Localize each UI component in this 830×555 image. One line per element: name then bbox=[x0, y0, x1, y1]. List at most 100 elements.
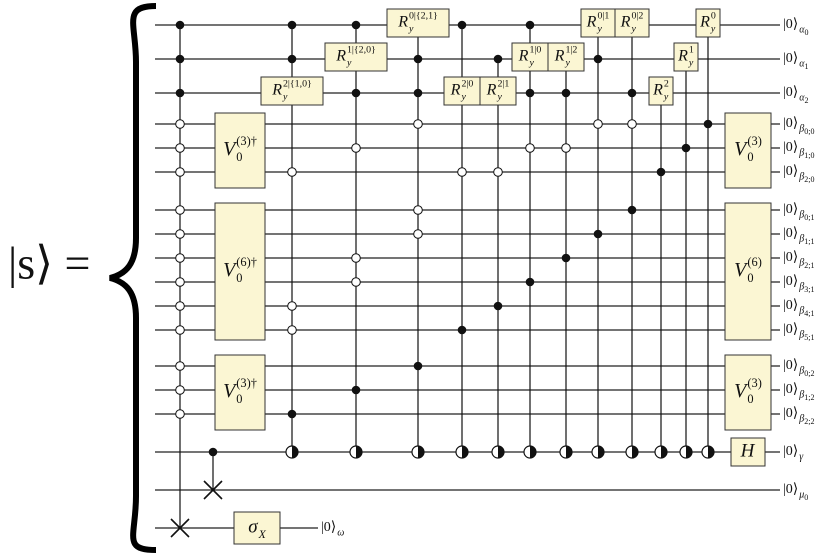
half-control-fill bbox=[356, 446, 362, 458]
gate-label: V bbox=[734, 138, 749, 160]
ket-index: 2;2 bbox=[804, 417, 814, 426]
gate-label: R bbox=[450, 82, 461, 99]
ket-index: 1;0 bbox=[804, 151, 814, 160]
gate-subscript: y bbox=[346, 57, 352, 68]
ket-subscript: ω bbox=[337, 527, 344, 538]
control-dot bbox=[175, 20, 185, 30]
gate-subscript: 0 bbox=[747, 150, 753, 164]
gate-box bbox=[443, 76, 481, 106]
open-control bbox=[175, 253, 185, 263]
gate-label: R bbox=[335, 48, 346, 65]
gate-box bbox=[580, 8, 616, 38]
ket-label: |0⟩ bbox=[783, 444, 798, 459]
control-dot bbox=[627, 205, 637, 215]
ket-index: 0;0 bbox=[804, 127, 814, 136]
ket-index: 5;1 bbox=[804, 333, 814, 342]
open-control bbox=[175, 409, 185, 419]
ket-subscript: α bbox=[799, 92, 805, 103]
gate-subscript: y bbox=[688, 57, 694, 68]
gate-box bbox=[695, 8, 721, 38]
control-dot bbox=[457, 20, 467, 30]
gate-box bbox=[724, 112, 772, 189]
gate-box bbox=[730, 437, 766, 467]
gate-subscript: y bbox=[408, 23, 414, 34]
gate-superscript: (3) bbox=[747, 134, 761, 148]
open-control bbox=[287, 167, 297, 177]
open-control bbox=[287, 301, 297, 311]
control-dot bbox=[287, 54, 297, 64]
ket-subscript: β bbox=[798, 413, 804, 424]
gate-box bbox=[233, 511, 281, 545]
open-control bbox=[627, 119, 637, 129]
gate-subscript: y bbox=[564, 57, 570, 68]
open-control bbox=[175, 277, 185, 287]
gate-label: V bbox=[223, 259, 238, 281]
control-dot bbox=[561, 88, 571, 98]
gate-label: V bbox=[734, 380, 749, 402]
gate-label: R bbox=[699, 14, 710, 31]
gate-subscript: y bbox=[528, 57, 534, 68]
gate-label: R bbox=[586, 14, 597, 31]
ket-subscript: β bbox=[798, 365, 804, 376]
control-dot bbox=[413, 88, 423, 98]
ket-label: |0⟩ bbox=[783, 250, 798, 265]
control-dot bbox=[457, 325, 467, 335]
ket-label: |0⟩ bbox=[783, 85, 798, 100]
ket-label: |0⟩ bbox=[783, 358, 798, 373]
ket-label: |0⟩ bbox=[783, 226, 798, 241]
control-dot bbox=[287, 409, 297, 419]
gate-box bbox=[547, 42, 585, 72]
ket-index: 0 bbox=[805, 28, 809, 37]
control-dot bbox=[561, 253, 571, 263]
gate-superscript: 2|{1,0} bbox=[283, 79, 312, 90]
control-dot bbox=[351, 20, 361, 30]
gate-label: H bbox=[740, 440, 756, 461]
gate-label: R bbox=[397, 14, 408, 31]
gate-box bbox=[214, 354, 266, 431]
gate-box bbox=[479, 76, 517, 106]
half-control-fill bbox=[498, 446, 504, 458]
half-control-fill bbox=[598, 446, 604, 458]
gate-subscript: 0 bbox=[236, 150, 242, 164]
ket-index: 2;0 bbox=[804, 175, 814, 184]
open-control bbox=[493, 167, 503, 177]
control-dot bbox=[593, 54, 603, 64]
gate-label: R bbox=[652, 82, 663, 99]
ket-index: 1;2 bbox=[804, 393, 814, 402]
ket-subscript: β bbox=[798, 305, 804, 316]
gate-superscript: (3)† bbox=[236, 134, 257, 148]
gate-box bbox=[614, 8, 650, 38]
gate-superscript: 2|0 bbox=[461, 79, 473, 90]
ket-label: |0⟩ bbox=[783, 406, 798, 421]
ket-label: |0⟩ bbox=[783, 116, 798, 131]
half-control-fill bbox=[462, 446, 468, 458]
ket-index: 1;1 bbox=[804, 237, 814, 246]
gate-subscript: y bbox=[460, 91, 466, 102]
gate-subscript: y bbox=[630, 23, 636, 34]
ket-subscript: β bbox=[798, 281, 804, 292]
gate-superscript: 1|2 bbox=[565, 45, 577, 56]
gate-box bbox=[648, 76, 674, 106]
swap-cross bbox=[203, 480, 223, 500]
gate-superscript: 0|1 bbox=[597, 11, 609, 22]
half-control-fill bbox=[530, 446, 536, 458]
gate-label: R bbox=[677, 48, 688, 65]
gate-superscript: 2 bbox=[664, 79, 669, 90]
gate-superscript: 1|0 bbox=[529, 45, 541, 56]
ket-index: 3;1 bbox=[804, 285, 814, 294]
gate-superscript: (6) bbox=[747, 255, 761, 269]
open-control bbox=[175, 119, 185, 129]
gate-box bbox=[724, 202, 772, 341]
swap-cross bbox=[170, 518, 190, 538]
gate-superscript: 2|1 bbox=[497, 79, 509, 90]
ket-subscript: β bbox=[798, 123, 804, 134]
control-dot bbox=[493, 54, 503, 64]
gate-box bbox=[324, 42, 388, 72]
gate-subscript: y bbox=[282, 91, 288, 102]
gate-label: V bbox=[223, 138, 238, 160]
ket-label: |0⟩ bbox=[783, 322, 798, 337]
gate-label: R bbox=[271, 82, 282, 99]
open-control bbox=[175, 301, 185, 311]
open-control bbox=[175, 361, 185, 371]
half-control-fill bbox=[566, 446, 572, 458]
